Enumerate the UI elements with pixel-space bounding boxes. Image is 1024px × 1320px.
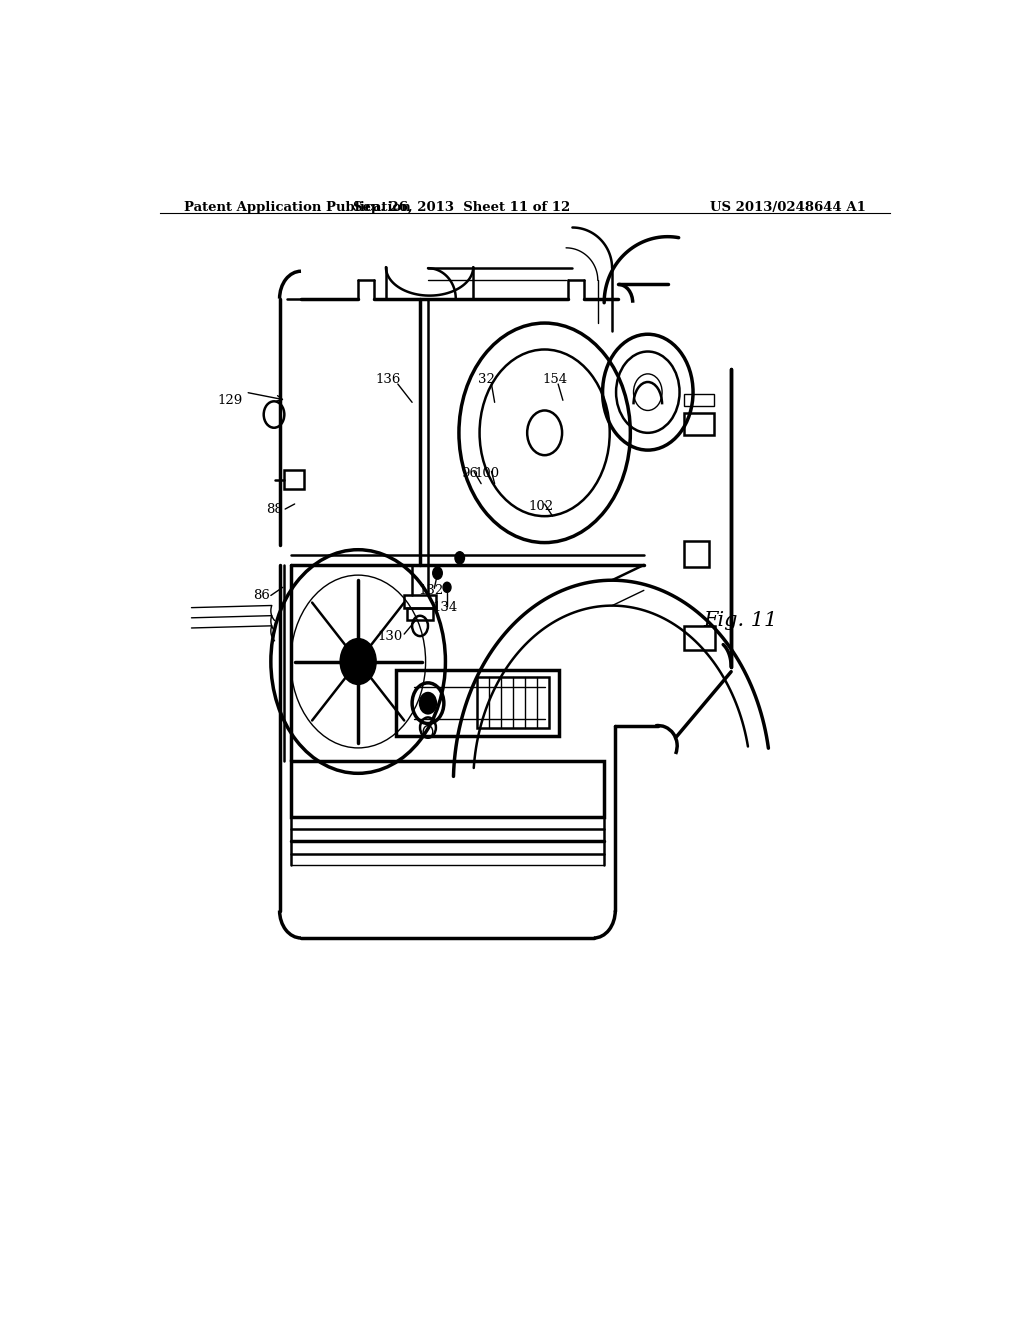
Bar	[684, 541, 709, 568]
Circle shape	[443, 582, 451, 593]
Text: 154: 154	[543, 374, 567, 387]
Text: 100: 100	[474, 467, 500, 480]
Text: 88: 88	[266, 503, 284, 516]
Bar	[285, 470, 304, 488]
Bar	[477, 677, 549, 727]
Bar	[408, 607, 433, 620]
Text: 32: 32	[478, 374, 496, 387]
Bar	[291, 762, 604, 817]
Text: 86: 86	[253, 589, 269, 602]
Text: 132: 132	[419, 583, 443, 597]
Text: 129: 129	[217, 393, 243, 407]
Circle shape	[420, 693, 436, 713]
Text: 96: 96	[461, 467, 478, 480]
Circle shape	[433, 568, 442, 579]
Circle shape	[455, 552, 465, 564]
Bar	[684, 395, 714, 407]
Text: 130: 130	[377, 630, 402, 643]
Text: Patent Application Publication: Patent Application Publication	[183, 201, 411, 214]
Text: 136: 136	[376, 374, 401, 387]
Bar	[684, 626, 715, 651]
Text: Fig. 11: Fig. 11	[703, 611, 777, 631]
Bar	[684, 413, 714, 434]
Text: 134: 134	[433, 601, 458, 614]
Text: US 2013/0248644 A1: US 2013/0248644 A1	[711, 201, 866, 214]
Text: 102: 102	[528, 499, 553, 512]
Circle shape	[341, 639, 376, 684]
Bar	[396, 669, 559, 735]
Bar	[404, 595, 436, 607]
Text: Sep. 26, 2013  Sheet 11 of 12: Sep. 26, 2013 Sheet 11 of 12	[352, 201, 570, 214]
